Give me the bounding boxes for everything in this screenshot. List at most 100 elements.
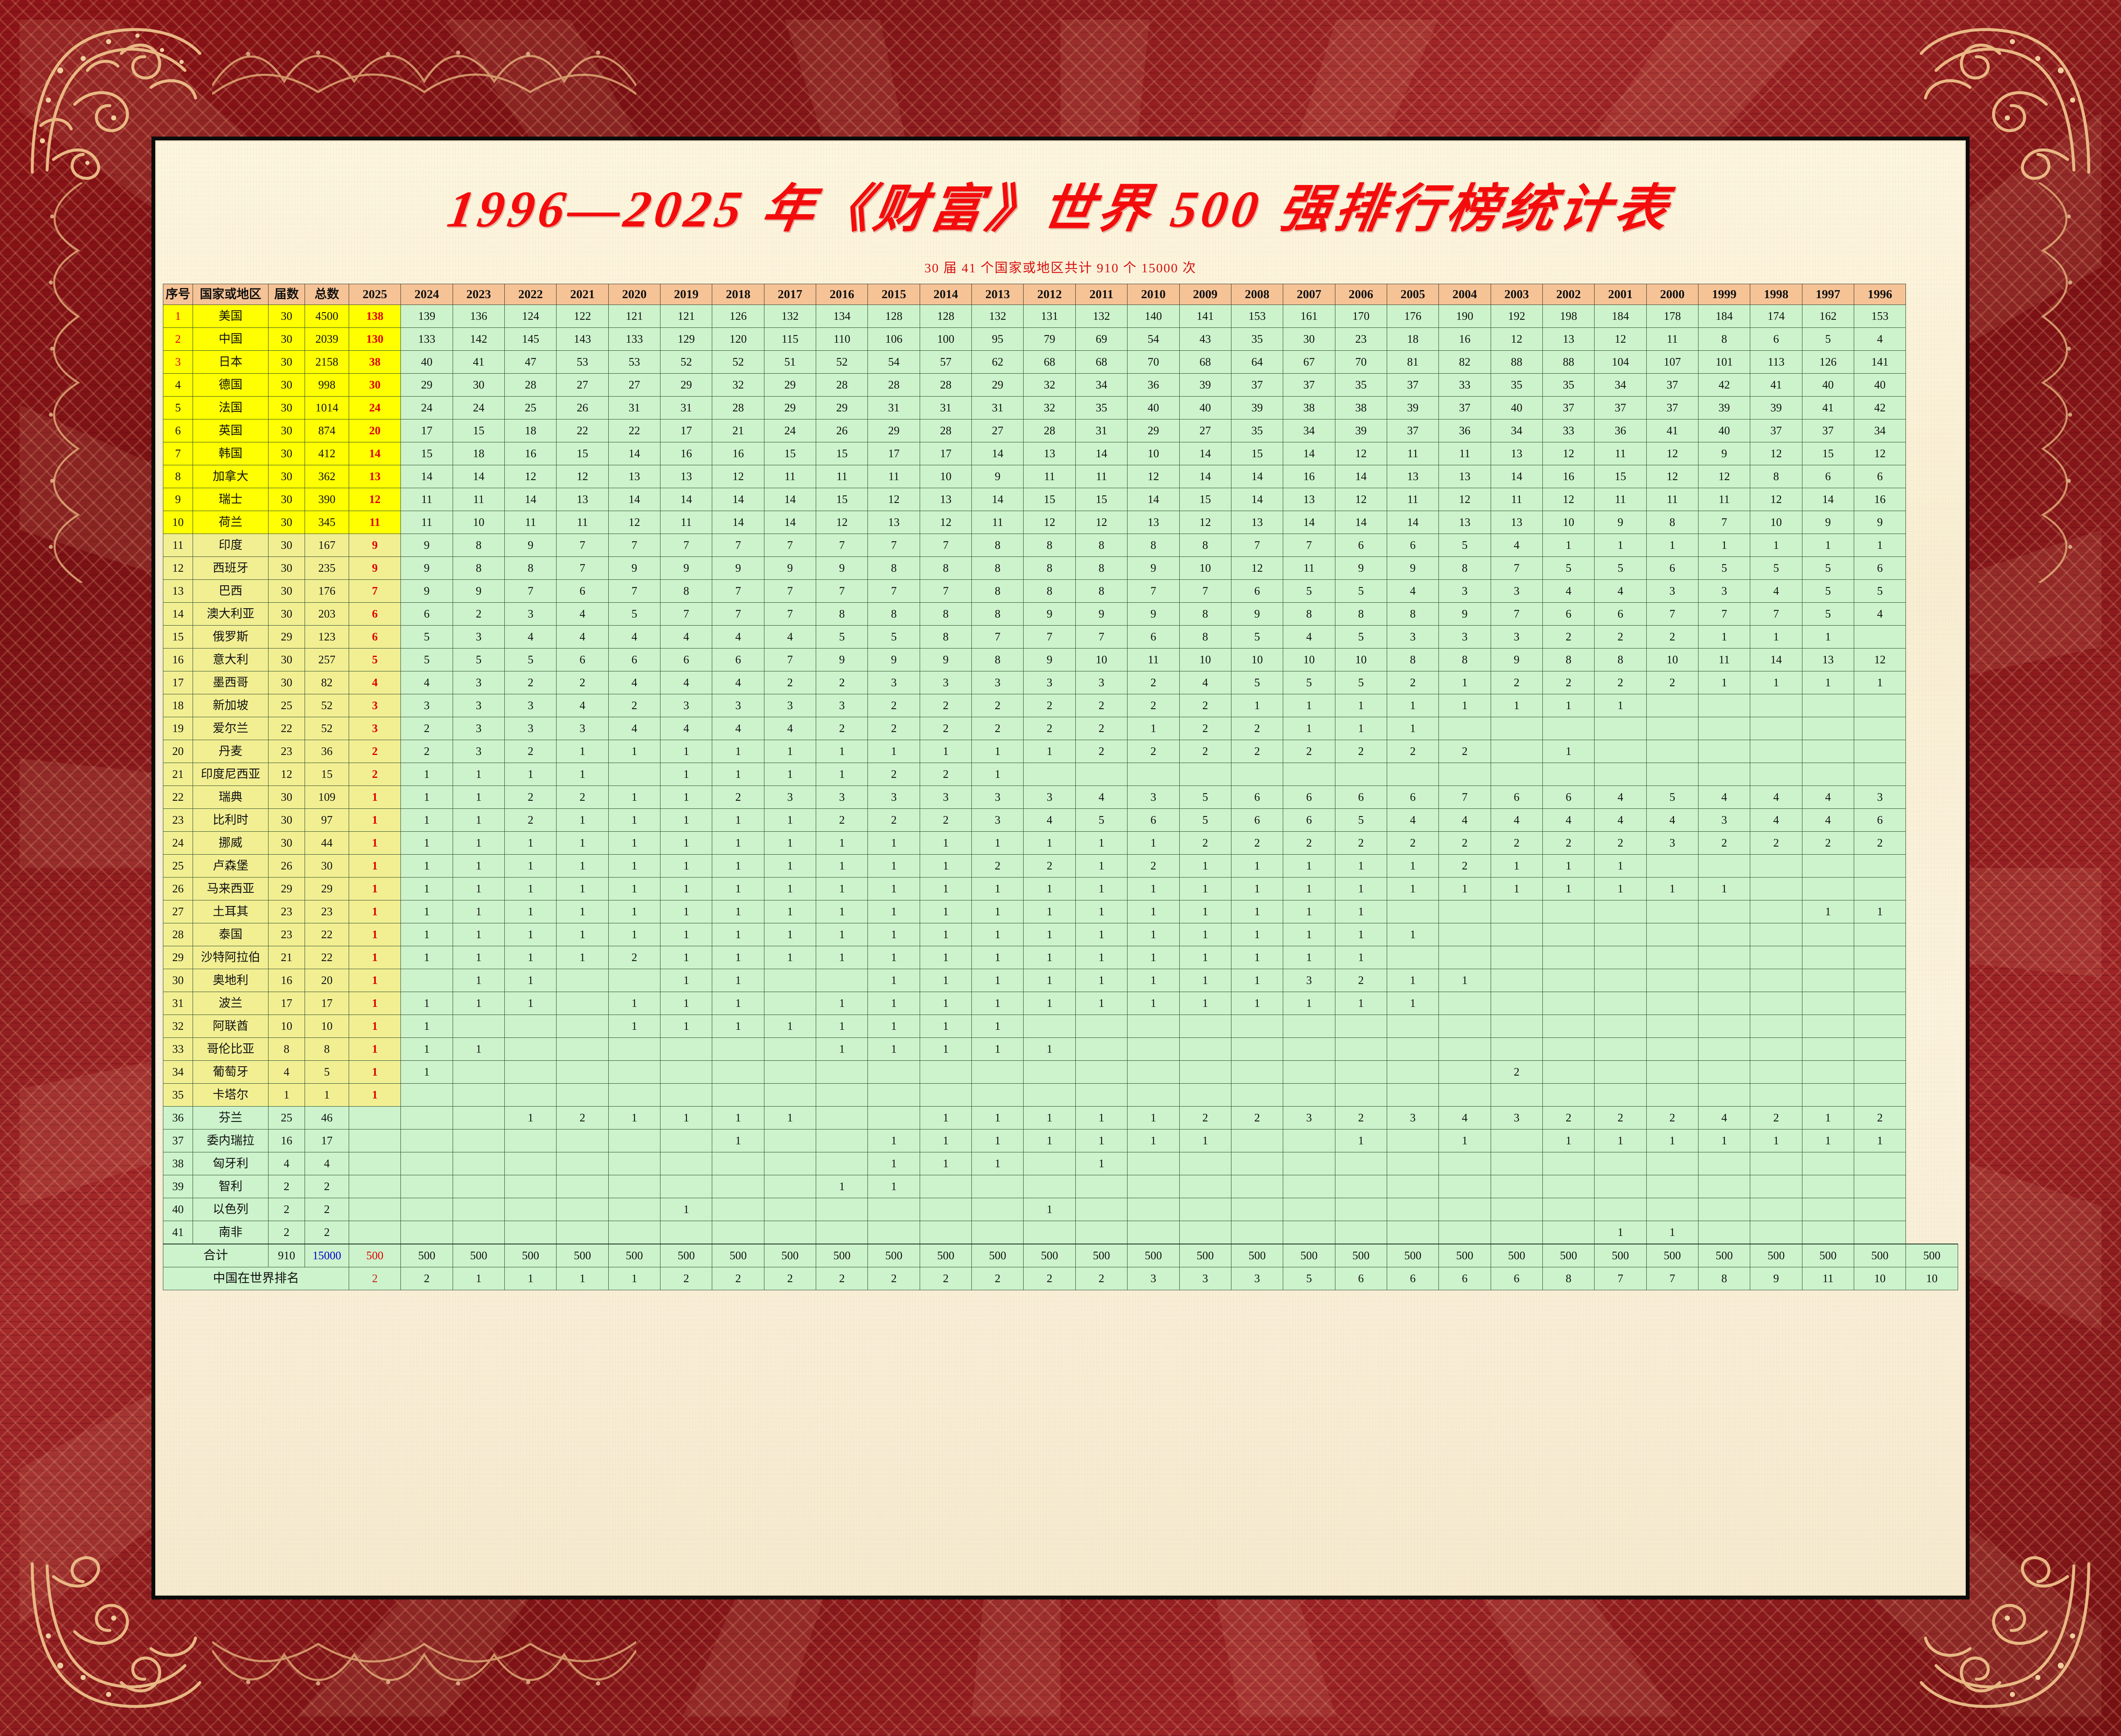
- cell-country-name: 芬兰: [193, 1106, 269, 1129]
- cell-year-1998: [1750, 969, 1802, 992]
- cell-year-1999: 5: [1698, 556, 1751, 580]
- cell-year-1996: 1: [1853, 1129, 1906, 1152]
- cell-year-2022: 1: [504, 854, 557, 878]
- cell-year-2020: 9: [608, 556, 661, 580]
- cell-year-2011: [1075, 1198, 1128, 1221]
- cell-year-2018: 126: [712, 305, 764, 328]
- cell-year-2008: [1231, 1060, 1284, 1084]
- cell-year-2011: 15: [1075, 488, 1128, 511]
- cell-year-2013: 1: [971, 992, 1024, 1015]
- cell-index: 31: [163, 992, 193, 1015]
- cell-year-1996: 42: [1853, 396, 1906, 419]
- cell-year-2002: 6: [1542, 786, 1595, 809]
- cell-year-2016: 2: [816, 717, 868, 740]
- cell-year-1999: [1698, 992, 1751, 1015]
- col-header-2015: 2015: [867, 284, 920, 305]
- cell-year-2008: 13: [1231, 511, 1284, 534]
- cell-year-2018: 4: [712, 625, 764, 649]
- cell-year-1997: [1802, 1198, 1854, 1221]
- cell-year-2020: 31: [608, 396, 661, 419]
- cell-year-2007: 161: [1283, 305, 1335, 328]
- cell-index: 6: [163, 419, 193, 442]
- cell-year-2020: [608, 1037, 661, 1061]
- cell-year-2007: 7: [1283, 534, 1335, 557]
- cell-year-1997: 15: [1802, 442, 1854, 465]
- table-row: 3 日本 30 2158 38 40 41 47 53 53 52 52 51 52 54 57 62 68 68 7…: [163, 350, 1958, 374]
- total-year-2011: 500: [1075, 1244, 1128, 1267]
- cell-year-2012: 1: [1023, 923, 1076, 946]
- cell-year-2021: [556, 969, 609, 992]
- cell-total: 167: [305, 534, 349, 557]
- cell-total: 52: [305, 717, 349, 740]
- cell-year-2008: 153: [1231, 305, 1284, 328]
- cell-year-2025: 2: [348, 740, 401, 763]
- cell-year-2009: 2: [1179, 740, 1231, 763]
- cell-year-2020: [608, 1060, 661, 1084]
- cell-year-1997: [1802, 1037, 1854, 1061]
- cell-year-2015: 8: [867, 556, 920, 580]
- edge-ornament-bottom: [212, 1641, 636, 1686]
- cell-year-1996: [1853, 1037, 1906, 1061]
- china-rank-2014: 2: [919, 1267, 972, 1290]
- cell-year-2021: 3: [556, 717, 609, 740]
- cell-year-2023: 2: [452, 602, 505, 626]
- cell-year-2011: [1075, 1060, 1128, 1084]
- cell-country-name: 加拿大: [193, 465, 269, 488]
- cell-total: 82: [305, 671, 349, 694]
- cell-year-2020: 1: [608, 740, 661, 763]
- cell-index: 22: [163, 786, 193, 809]
- cell-year-1997: 2: [1802, 831, 1854, 855]
- cell-year-2010: 9: [1127, 602, 1180, 626]
- cell-year-2000: 2: [1646, 1106, 1698, 1129]
- cell-year-2013: 3: [971, 808, 1024, 832]
- table-row: 17 墨西哥 30 82 4 4 3 2 2 4 4 4 2 2 3 3 3 3 3 2 4 5 5 5 2 1 2 2 2 2 1 1 1 1: [163, 671, 1958, 694]
- cell-year-2016: [816, 1106, 868, 1129]
- cell-total: 10: [305, 1015, 349, 1038]
- col-header-1996: 1996: [1853, 284, 1906, 305]
- cell-year-1997: 37: [1802, 419, 1854, 442]
- cell-year-2023: 3: [452, 671, 505, 694]
- cell-year-2016: 9: [816, 556, 868, 580]
- cell-year-2010: [1127, 1060, 1180, 1084]
- cell-year-2024: 1: [400, 831, 453, 855]
- cell-year-2013: 29: [971, 373, 1024, 397]
- cell-country-name: 卢森堡: [193, 854, 269, 878]
- cell-year-2023: [452, 1060, 505, 1084]
- cell-year-2025: 9: [348, 556, 401, 580]
- cell-year-1999: [1698, 1175, 1751, 1198]
- cell-year-1999: 7: [1698, 602, 1751, 626]
- cell-year-2022: 1: [504, 923, 557, 946]
- cell-year-1997: 9: [1802, 511, 1854, 534]
- cell-year-1998: [1750, 1152, 1802, 1175]
- cell-year-2004: 13: [1438, 511, 1491, 534]
- china-rank-2001: 7: [1594, 1267, 1647, 1290]
- total-year-2003: 500: [1490, 1244, 1543, 1267]
- table-row: 2 中国 30 2039 130 133 142 145 143 133 129 120 115 110 1…: [163, 327, 1958, 351]
- cell-year-2005: [1386, 1037, 1439, 1061]
- cell-year-2022: 25: [504, 396, 557, 419]
- cell-sessions: 23: [268, 923, 305, 946]
- cell-year-2020: [608, 763, 661, 786]
- cell-year-2013: 1: [971, 763, 1024, 786]
- cell-year-1997: [1802, 1015, 1854, 1038]
- col-header-2021: 2021: [556, 284, 609, 305]
- cell-year-2012: 1: [1023, 1037, 1076, 1061]
- total-year-2001: 500: [1594, 1244, 1647, 1267]
- cell-year-2010: 2: [1127, 671, 1180, 694]
- cell-year-2009: [1179, 1060, 1231, 1084]
- cell-year-2016: 15: [816, 442, 868, 465]
- cell-year-2023: 3: [452, 694, 505, 717]
- cell-year-2018: 2: [712, 786, 764, 809]
- cell-year-2004: [1438, 1198, 1491, 1221]
- cell-year-2002: 35: [1542, 373, 1595, 397]
- cell-year-2007: 14: [1283, 442, 1335, 465]
- cell-year-2004: 37: [1438, 396, 1491, 419]
- table-row: 20 丹麦 23 36 2 2 3 2 1 1 1 1 1 1 1 1 1 1 2 2 2 2 2 2 2 2 1: [163, 740, 1958, 763]
- cell-year-1998: 41: [1750, 373, 1802, 397]
- cell-year-2006: 12: [1335, 488, 1387, 511]
- total-year-2012: 500: [1023, 1244, 1076, 1267]
- table-row: 5 法国 30 1014 24 24 24 25 26 31 31 28 29 29 31 31 31 32 35 4…: [163, 396, 1958, 419]
- cell-year-2000: 107: [1646, 350, 1698, 374]
- cell-year-2020: 4: [608, 625, 661, 649]
- cell-year-2012: 1: [1023, 969, 1076, 992]
